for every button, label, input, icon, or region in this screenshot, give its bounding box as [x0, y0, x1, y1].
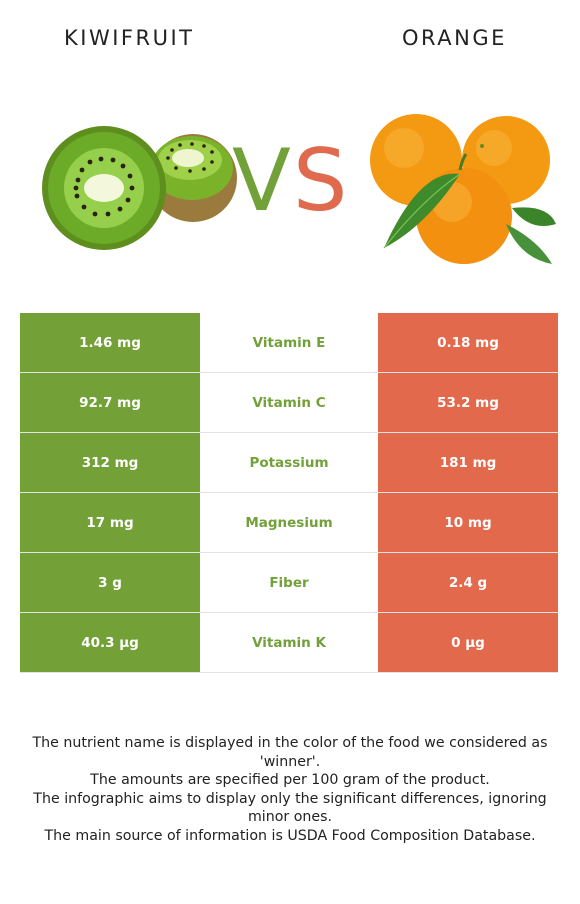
- orange-value: 53.2 mg: [378, 372, 558, 433]
- comparison-table: 1.46 mg Vitamin E 0.18 mg 92.7 mg Vitami…: [20, 313, 558, 673]
- kiwifruit-value: 92.7 mg: [20, 372, 200, 433]
- orange-image: [370, 114, 556, 264]
- table-row: 17 mg Magnesium 10 mg: [20, 492, 558, 553]
- hero-illustration: [42, 114, 556, 264]
- nutrient-name: Vitamin K: [200, 612, 378, 673]
- kiwifruit-value: 312 mg: [20, 432, 200, 493]
- orange-value: 10 mg: [378, 492, 558, 553]
- footnote-significant-differences: The infographic aims to display only the…: [33, 790, 547, 826]
- left-food-title: KIWIFRUIT: [64, 26, 195, 50]
- table-row: 92.7 mg Vitamin C 53.2 mg: [20, 372, 558, 433]
- footnote-winner-color: The nutrient name is displayed in the co…: [32, 735, 548, 770]
- kiwifruit-value: 1.46 mg: [20, 313, 200, 373]
- orange-value: 0.18 mg: [378, 313, 558, 373]
- footnote-per-100g: The amounts are specified per 100 gram o…: [90, 772, 490, 789]
- vs-letter-s: S: [292, 131, 350, 231]
- orange-value: 181 mg: [378, 432, 558, 493]
- footnote-data-source: The main source of information is USDA F…: [44, 827, 536, 844]
- kiwifruit-value: 3 g: [20, 552, 200, 613]
- table-row: 40.3 µg Vitamin K 0 µg: [20, 612, 558, 673]
- kiwifruit-value: 17 mg: [20, 492, 200, 553]
- footnotes: The nutrient name is displayed in the co…: [20, 734, 560, 846]
- nutrient-name: Fiber: [200, 552, 378, 613]
- table-row: 312 mg Potassium 181 mg: [20, 432, 558, 493]
- kiwifruit-image: [42, 126, 237, 250]
- nutrient-name: Potassium: [200, 432, 378, 493]
- orange-value: 0 µg: [378, 612, 558, 673]
- orange-value: 2.4 g: [378, 552, 558, 613]
- vs-letter-v: V: [232, 131, 293, 231]
- table-row: 1.46 mg Vitamin E 0.18 mg: [20, 313, 558, 373]
- kiwifruit-value: 40.3 µg: [20, 612, 200, 673]
- nutrient-name: Vitamin C: [200, 372, 378, 433]
- vs-label: VS: [232, 138, 349, 224]
- table-row: 3 g Fiber 2.4 g: [20, 552, 558, 613]
- nutrient-name: Vitamin E: [200, 313, 378, 373]
- right-food-title: ORANGE: [402, 26, 507, 50]
- nutrient-name: Magnesium: [200, 492, 378, 553]
